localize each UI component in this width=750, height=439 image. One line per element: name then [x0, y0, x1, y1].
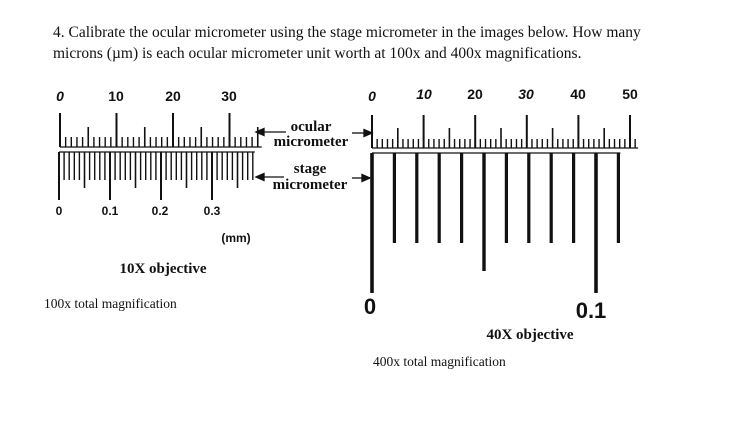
right-ocular-scale [371, 115, 639, 149]
left-ocular-label-20: 20 [165, 88, 181, 104]
left-ocular-label-0: 0 [56, 88, 64, 104]
right-ocular-label-30: 30 [518, 86, 534, 102]
left-objective-label: 10X objective [119, 261, 206, 277]
ocular-label-line1: ocular [291, 119, 332, 135]
question-line-2: microns (µm) is each ocular micrometer u… [53, 45, 582, 62]
left-stage-label-0.3: 0.3 [204, 204, 221, 218]
left-stage-label-0.2: 0.2 [152, 204, 169, 218]
right-ocular-label-50: 50 [622, 86, 638, 102]
right-ocular-label-0: 0 [368, 88, 376, 104]
stage-label-line2: micrometer [273, 177, 348, 193]
left-ocular-label-10: 10 [108, 88, 124, 104]
left-ocular-scale [59, 113, 262, 148]
ocular-label-line2: micrometer [274, 134, 349, 150]
units-label: (mm) [221, 231, 250, 245]
left-magnification-caption: 100x total magnification [44, 296, 177, 311]
right-stage-label-0: 0 [364, 294, 376, 319]
right-stage-scale [370, 152, 621, 293]
right-ocular-label-10: 10 [416, 86, 432, 102]
left-ocular-label-30: 30 [221, 88, 237, 104]
right-magnification-caption: 400x total magnification [373, 354, 506, 369]
stage-label-line1: stage [294, 161, 327, 177]
right-stage-label-0.1: 0.1 [576, 298, 607, 323]
question-line-1: 4. Calibrate the ocular micrometer using… [53, 24, 641, 41]
right-ocular-label-20: 20 [467, 86, 483, 102]
left-stage-label-0: 0 [56, 204, 63, 218]
stage-pointer-arrows [254, 172, 372, 183]
question-text: 4. Calibrate the ocular micrometer using… [53, 22, 733, 64]
right-ocular-label-40: 40 [570, 86, 586, 102]
right-objective-label: 40X objective [486, 327, 573, 343]
left-stage-scale [58, 151, 255, 200]
ocular-pointer-arrows [254, 127, 374, 138]
left-stage-label-0.1: 0.1 [102, 204, 119, 218]
